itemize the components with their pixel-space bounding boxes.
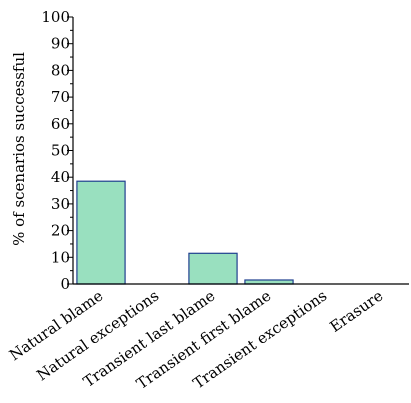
bar-natural-blame bbox=[76, 180, 126, 285]
y-tick-label: 20 bbox=[51, 222, 70, 240]
bars bbox=[76, 180, 294, 285]
y-axis-title: % of scenarios successful bbox=[10, 52, 28, 246]
y-axis-ticks: 0 10 20 30 40 50 60 70 80 90 100 bbox=[41, 8, 73, 293]
y-tick-label: 60 bbox=[51, 115, 70, 133]
y-tick-label: 40 bbox=[51, 168, 70, 186]
x-tick-label: Erasure bbox=[326, 286, 386, 335]
y-tick-label: 100 bbox=[41, 8, 70, 26]
y-tick-label: 10 bbox=[51, 248, 70, 266]
y-tick-label: 90 bbox=[51, 35, 70, 53]
y-tick-label: 70 bbox=[51, 88, 70, 106]
bar-transient-last-blame bbox=[188, 252, 238, 285]
y-tick-label: 80 bbox=[51, 61, 70, 79]
y-tick-label: 50 bbox=[51, 142, 70, 160]
bar-transient-first-blame bbox=[244, 279, 294, 285]
y-tick-label: 0 bbox=[60, 275, 70, 293]
y-tick-label: 30 bbox=[51, 195, 70, 213]
